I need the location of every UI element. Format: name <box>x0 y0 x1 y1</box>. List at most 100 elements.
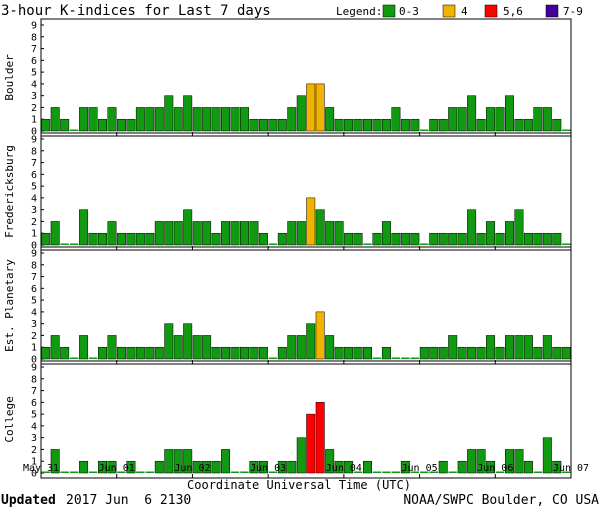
bar <box>79 460 89 474</box>
y-tick-label: 2 <box>31 331 37 342</box>
bar <box>410 232 420 246</box>
bar <box>50 449 60 474</box>
bar <box>69 471 79 473</box>
bar <box>116 118 126 132</box>
bar <box>79 107 89 132</box>
x-axis-label: Coordinate Universal Time (UTC) <box>187 478 411 492</box>
bar <box>268 471 278 473</box>
bar <box>268 243 278 245</box>
bar <box>192 221 202 246</box>
bar <box>334 346 344 360</box>
bar <box>202 460 212 474</box>
bar <box>315 209 325 246</box>
bar <box>401 357 410 359</box>
bar <box>467 209 477 246</box>
y-tick-label: 6 <box>31 398 37 409</box>
bar <box>334 460 344 474</box>
bar <box>164 221 174 246</box>
bar <box>457 460 467 474</box>
bar <box>542 335 552 360</box>
bar <box>88 471 98 473</box>
y-tick-label: 1 <box>31 343 37 354</box>
y-tick-label: 3 <box>31 91 37 102</box>
bar <box>107 107 117 132</box>
y-tick-label: 1 <box>31 457 37 468</box>
bar <box>277 232 287 246</box>
bar <box>325 335 335 360</box>
panel-y-label: Boulder <box>3 54 16 101</box>
bar <box>164 449 174 474</box>
bar <box>173 107 183 132</box>
bar <box>542 107 552 132</box>
y-tick-label: 6 <box>31 284 37 295</box>
bar <box>372 232 382 246</box>
bar <box>98 232 108 246</box>
y-tick-label: 3 <box>31 205 37 216</box>
bar <box>116 346 126 360</box>
bar <box>400 232 410 246</box>
x-tick-label: May 31 <box>23 463 59 474</box>
bar <box>476 449 486 474</box>
bar <box>306 197 316 246</box>
bar <box>353 118 363 132</box>
bar <box>533 471 543 473</box>
legend-label-5-6: 5,6 <box>503 5 523 18</box>
legend-title: Legend: <box>336 5 382 18</box>
bar <box>126 232 136 246</box>
bar <box>221 107 231 132</box>
bar <box>98 118 108 132</box>
bar <box>192 107 202 132</box>
bar <box>287 107 297 132</box>
bar <box>126 118 136 132</box>
bar-series <box>41 83 571 132</box>
bar <box>486 460 496 474</box>
legend-label-4: 4 <box>461 5 468 18</box>
bar <box>117 471 126 473</box>
panel-frame <box>40 18 572 137</box>
bar <box>154 346 164 360</box>
legend: Legend: 0-3 4 5,6 7-9 <box>336 4 583 18</box>
bar <box>240 346 249 360</box>
bar <box>173 449 183 474</box>
bar <box>183 95 193 132</box>
panel-frame <box>40 360 572 479</box>
bar <box>135 346 145 360</box>
bar <box>230 346 240 360</box>
bar <box>344 232 354 246</box>
y-tick-label: 3 <box>31 433 37 444</box>
bar <box>420 243 429 245</box>
bar <box>60 346 70 360</box>
bar <box>249 346 259 360</box>
bar <box>145 107 155 132</box>
bar <box>523 232 533 246</box>
bar <box>448 471 457 473</box>
bar <box>79 335 89 360</box>
bar <box>107 335 117 360</box>
panel-frame <box>40 246 572 365</box>
y-tick-label: 1 <box>31 115 37 126</box>
bar <box>230 221 240 246</box>
y-tick-label: 6 <box>31 170 37 181</box>
bar <box>363 118 373 132</box>
bar <box>192 460 202 474</box>
bar <box>287 221 297 246</box>
bar <box>533 107 543 132</box>
bar <box>523 118 533 132</box>
y-tick-label: 2 <box>31 103 37 114</box>
y-tick-label: 3 <box>31 319 37 330</box>
legend-swatch-7-9 <box>545 4 559 18</box>
bar <box>88 107 98 132</box>
y-tick-label: 4 <box>31 79 37 90</box>
bar <box>135 107 145 132</box>
bar <box>88 357 98 359</box>
bar <box>495 232 505 246</box>
bar <box>419 346 429 360</box>
bar <box>334 221 344 246</box>
bar <box>173 221 183 246</box>
bar <box>154 460 164 474</box>
bar <box>41 118 51 132</box>
